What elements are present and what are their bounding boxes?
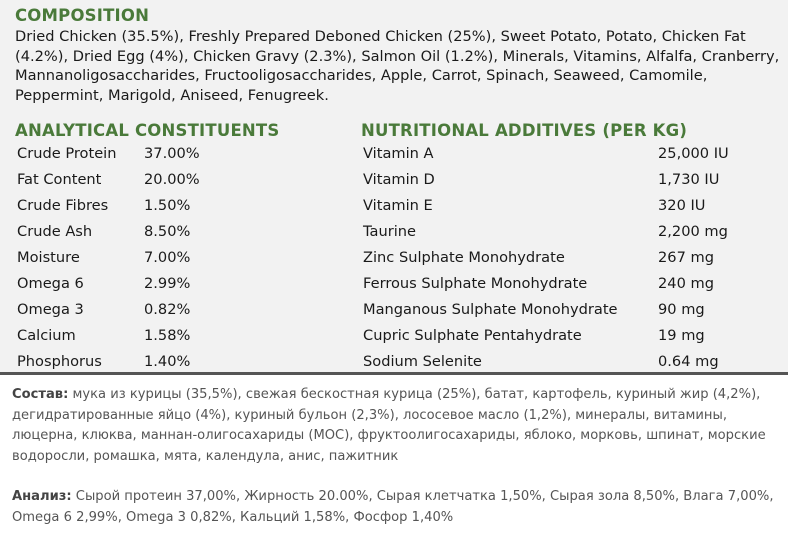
table-row: Omega 6 2.99% — [17, 270, 200, 296]
additive-name: Vitamin D — [363, 170, 435, 188]
additive-value: 267 mg — [658, 248, 714, 266]
analysis-label-ru: Анализ: — [12, 489, 72, 504]
table-row: Crude Protein 37.00% — [17, 140, 200, 166]
constituent-name: Calcium — [17, 326, 76, 344]
nutritional-heading: NUTRITIONAL ADDITIVES (PER KG) — [361, 121, 688, 140]
table-row: Taurine 2,200 mg — [363, 218, 729, 244]
constituent-value: 7.00% — [144, 248, 191, 266]
english-section: COMPOSITION Dried Chicken (35.5%), Fresh… — [0, 0, 788, 372]
additive-name: Manganous Sulphate Monohydrate — [363, 300, 618, 318]
table-row: Vitamin D 1,730 IU — [363, 166, 729, 192]
additive-value: 240 mg — [658, 274, 714, 292]
additive-value: 2,200 mg — [658, 222, 728, 240]
table-row: Vitamin A 25,000 IU — [363, 140, 729, 166]
table-row: Fat Content 20.00% — [17, 166, 200, 192]
table-row: Moisture 7.00% — [17, 244, 200, 270]
additive-name: Vitamin A — [363, 144, 434, 162]
russian-section: Состав: мука из курицы (35,5%), свежая б… — [0, 372, 788, 534]
additive-name: Zinc Sulphate Monohydrate — [363, 248, 565, 266]
composition-text-ru: мука из курицы (35,5%), свежая бескостна… — [12, 387, 766, 464]
additive-name: Taurine — [363, 222, 416, 240]
table-row: Sodium Selenite 0.64 mg — [363, 348, 729, 374]
table-row: Crude Ash 8.50% — [17, 218, 200, 244]
table-row: Crude Fibres 1.50% — [17, 192, 200, 218]
analytical-table: Crude Protein 37.00% Fat Content 20.00% Cr… — [17, 140, 200, 374]
additive-name: Sodium Selenite — [363, 352, 482, 370]
additive-value: 1,730 IU — [658, 170, 720, 188]
constituent-value: 37.00% — [144, 144, 200, 162]
constituent-value: 2.99% — [144, 274, 191, 292]
constituent-value: 1.40% — [144, 352, 191, 370]
additive-value: 320 IU — [658, 196, 706, 214]
constituent-value: 0.82% — [144, 300, 191, 318]
additive-value: 19 mg — [658, 326, 705, 344]
constituent-name: Crude Ash — [17, 222, 93, 240]
analysis-text-ru: Сырой протеин 37,00%, Жирность 20.00%, С… — [12, 489, 774, 525]
constituent-name: Crude Protein — [17, 144, 117, 162]
constituent-value: 1.58% — [144, 326, 191, 344]
constituent-name: Crude Fibres — [17, 196, 109, 214]
constituent-value: 1.50% — [144, 196, 191, 214]
table-row: Ferrous Sulphate Monohydrate 240 mg — [363, 270, 729, 296]
table-row: Manganous Sulphate Monohydrate 90 mg — [363, 296, 729, 322]
russian-analysis: Анализ: Сырой протеин 37,00%, Жирность 2… — [12, 487, 782, 528]
composition-heading: COMPOSITION — [15, 6, 150, 25]
table-row: Omega 3 0.82% — [17, 296, 200, 322]
constituent-name: Moisture — [17, 248, 80, 266]
analytical-heading: ANALYTICAL CONSTITUENTS — [15, 121, 280, 140]
table-row: Calcium 1.58% — [17, 322, 200, 348]
additive-value: 0.64 mg — [658, 352, 719, 370]
table-row: Vitamin E 320 IU — [363, 192, 729, 218]
composition-text: Dried Chicken (35.5%), Freshly Prepared … — [15, 28, 780, 104]
table-row: Zinc Sulphate Monohydrate 267 mg — [363, 244, 729, 270]
table-row: Cupric Sulphate Pentahydrate 19 mg — [363, 322, 729, 348]
constituent-value: 8.50% — [144, 222, 191, 240]
constituent-value: 20.00% — [144, 170, 200, 188]
additive-name: Vitamin E — [363, 196, 433, 214]
constituent-name: Phosphorus — [17, 352, 102, 370]
table-row: Phosphorus 1.40% — [17, 348, 200, 374]
constituent-name: Fat Content — [17, 170, 102, 188]
additive-name: Ferrous Sulphate Monohydrate — [363, 274, 588, 292]
composition-label-ru: Состав: — [12, 387, 69, 402]
constituent-name: Omega 6 — [17, 274, 84, 292]
russian-composition: Состав: мука из курицы (35,5%), свежая б… — [12, 385, 782, 467]
additive-value: 25,000 IU — [658, 144, 729, 162]
additive-name: Cupric Sulphate Pentahydrate — [363, 326, 582, 344]
additive-value: 90 mg — [658, 300, 705, 318]
nutritional-table: Vitamin A 25,000 IU Vitamin D 1,730 IU Vit… — [363, 140, 729, 374]
constituent-name: Omega 3 — [17, 300, 84, 318]
